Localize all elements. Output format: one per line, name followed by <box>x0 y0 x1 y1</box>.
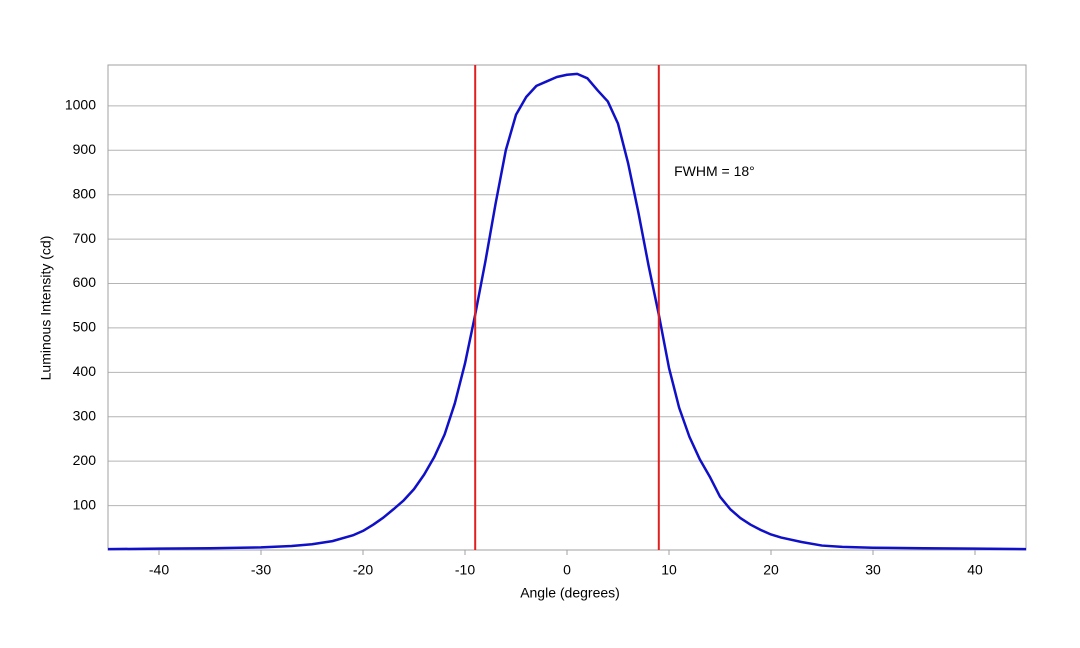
x-tick-label: 10 <box>661 562 677 578</box>
line <box>107 72 1027 551</box>
y-axis-label: Luminous Intensity (cd) <box>38 236 54 381</box>
x-tick-label: 30 <box>865 562 881 578</box>
x-tick-label: 20 <box>763 562 779 578</box>
y-tick-label: 800 <box>73 185 97 201</box>
y-tick-label: 500 <box>73 319 97 335</box>
y-tick-label: 1000 <box>65 97 96 113</box>
y-tick-label: 400 <box>73 363 97 379</box>
y-tick-label: 100 <box>73 496 97 512</box>
y-tick-label: 900 <box>73 141 97 157</box>
x-tick-label: 0 <box>563 562 571 578</box>
x-tick-label: 40 <box>967 562 983 578</box>
y-tick-label: 600 <box>73 274 97 290</box>
annotation: FWHM = 18° <box>674 163 755 179</box>
x-tick-label: -30 <box>251 562 271 578</box>
x-tick-label: -20 <box>353 562 373 578</box>
y-tick-label: 200 <box>73 452 97 468</box>
y-tick-label: 700 <box>73 230 97 246</box>
x-axis-label: Angle (degrees) <box>520 585 620 601</box>
x-tick-label: -10 <box>455 562 475 578</box>
plot-frame <box>107 64 1027 551</box>
y-tick-label: 300 <box>73 407 97 423</box>
x-tick-label: -40 <box>149 562 169 578</box>
